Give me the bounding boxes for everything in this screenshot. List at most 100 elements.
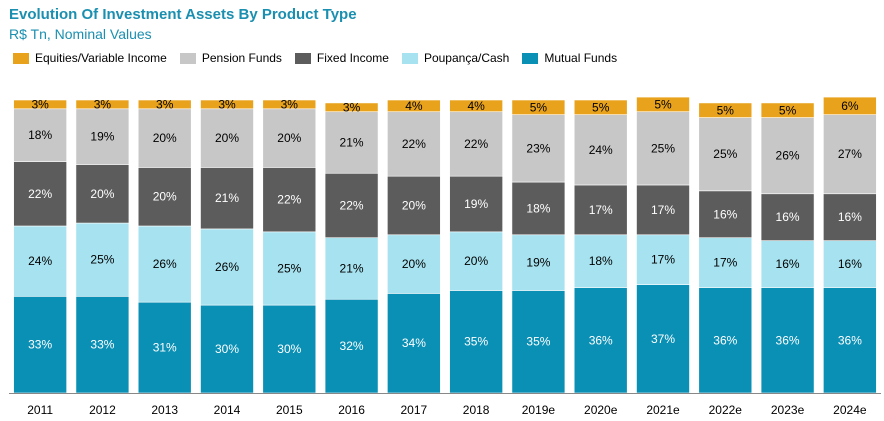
data-label-equities-variable-income-2018: 4% [467,99,485,113]
data-label-fixed-income-2015: 22% [277,193,301,207]
bar-segment-mutual-funds-2022e [698,287,753,394]
x-tick-label-2018: 2018 [463,403,490,417]
bar-segment-equities-variable-income-2012 [75,99,130,110]
bar-segment-equities-variable-income-2015 [262,99,317,110]
data-label-fixed-income-2020e: 17% [589,203,613,217]
data-label-mutual-funds-2011: 33% [28,338,52,352]
data-label-fixed-income-2018: 19% [464,197,488,211]
bar-segment-fixed-income-2023e [760,193,815,241]
bar-segment-fixed-income-2014 [200,167,254,230]
x-tick-label-2022e: 2022e [709,403,743,417]
bar-segment-equities-variable-income-2016 [324,102,379,113]
data-label-fixed-income-2017: 20% [402,198,426,212]
data-label-equities-variable-income-2019e: 5% [530,100,548,114]
bar-segment-poupan-a-cash-2024e [823,240,877,288]
bar-segment-mutual-funds-2015 [262,304,317,394]
bar-segment-fixed-income-2013 [137,167,192,227]
data-label-poupan-a-cash-2014: 26% [215,260,239,274]
legend-swatch-equities [13,52,29,64]
data-label-equities-variable-income-2011: 3% [31,97,49,111]
data-label-pension-funds-2016: 21% [340,135,364,149]
data-label-pension-funds-2015: 20% [277,131,301,145]
x-tick-label-2012: 2012 [89,403,116,417]
data-label-pension-funds-2021e: 25% [651,141,675,155]
bar-segment-fixed-income-2020e [573,184,628,236]
bar-segment-pension-funds-2022e [698,117,753,192]
bar-segment-fixed-income-2022e [698,190,753,239]
data-label-mutual-funds-2023e: 36% [776,333,800,347]
legend-swatch-pension-funds [179,52,196,64]
legend-item-fixed-income: Fixed Income [294,51,389,65]
data-label-fixed-income-2024e: 16% [838,210,862,224]
legend-item-mutual-funds: Mutual Funds [522,51,617,65]
data-label-mutual-funds-2013: 31% [153,341,177,355]
data-label-fixed-income-2016: 22% [340,198,364,212]
legend-label-equities: Equities/Variable Income [35,51,167,65]
legend-swatch-fixed-income [294,52,311,64]
bar-segment-poupan-a-cash-2011 [13,225,67,297]
legend-item-pension-funds: Pension Funds [179,51,282,65]
bar-segment-equities-variable-income-2024e [823,96,877,115]
data-label-fixed-income-2021e: 17% [651,203,675,217]
data-label-mutual-funds-2012: 33% [90,338,114,352]
bar-segment-pension-funds-2024e [823,114,877,195]
data-label-mutual-funds-2022e: 36% [713,333,737,347]
legend-label-poupanca-cash: Poupança/Cash [423,51,510,65]
bar-segment-equities-variable-income-2023e [760,102,815,118]
data-label-mutual-funds-2019e: 35% [526,335,550,349]
bar-segment-equities-variable-income-2018 [449,99,503,113]
bar-segment-fixed-income-2011 [13,161,67,227]
bar-segment-pension-funds-2011 [13,108,67,162]
data-label-pension-funds-2013: 20% [153,131,177,145]
bar-segment-pension-funds-2023e [760,117,815,195]
data-label-pension-funds-2019e: 23% [526,141,550,155]
x-tick-label-2024e: 2024e [833,403,867,417]
data-label-pension-funds-2012: 19% [90,130,114,144]
data-label-pension-funds-2011: 18% [28,128,52,142]
bar-segment-poupan-a-cash-2019e [511,234,566,291]
data-label-mutual-funds-2016: 32% [340,339,364,353]
bar-segment-equities-variable-income-2020e [573,99,628,115]
data-label-fixed-income-2019e: 18% [526,201,550,215]
data-label-equities-variable-income-2015: 3% [281,97,299,111]
data-label-pension-funds-2023e: 26% [776,149,800,163]
data-label-equities-variable-income-2023e: 5% [779,103,797,117]
data-label-pension-funds-2018: 22% [464,137,488,151]
bar-segment-poupan-a-cash-2016 [324,237,379,300]
chart-subtitle: R$ Tn, Nominal Values [9,26,152,42]
bar-segment-equities-variable-income-2014 [200,99,254,110]
bar-segment-fixed-income-2024e [823,193,877,241]
data-label-poupan-a-cash-2018: 20% [464,254,488,268]
data-label-mutual-funds-2017: 34% [402,336,426,350]
bar-segment-pension-funds-2014 [200,108,254,168]
bar-segment-poupan-a-cash-2020e [573,234,628,288]
bar-segment-equities-variable-income-2019e [511,99,566,115]
bar-segment-poupan-a-cash-2014 [200,228,254,306]
bar-segment-mutual-funds-2021e [636,284,690,394]
bar-segment-poupan-a-cash-2023e [760,240,815,288]
data-label-mutual-funds-2015: 30% [277,342,301,356]
x-tick-label-2016: 2016 [338,403,365,417]
data-label-equities-variable-income-2012: 3% [94,97,112,111]
legend-label-fixed-income: Fixed Income [316,51,389,65]
data-label-equities-variable-income-2017: 4% [405,99,423,113]
data-label-mutual-funds-2024e: 36% [838,333,862,347]
data-label-pension-funds-2022e: 25% [713,147,737,161]
data-label-poupan-a-cash-2012: 25% [90,253,114,267]
bar-segment-mutual-funds-2012 [75,296,130,394]
data-label-equities-variable-income-2020e: 5% [592,100,610,114]
legend-swatch-poupanca-cash [401,52,418,64]
bar-segment-pension-funds-2021e [636,111,690,186]
bar-segment-equities-variable-income-2022e [698,102,753,118]
bar-segment-poupan-a-cash-2012 [75,222,130,297]
data-label-poupan-a-cash-2021e: 17% [651,253,675,267]
bar-segment-poupan-a-cash-2017 [387,234,441,294]
data-label-poupan-a-cash-2024e: 16% [838,257,862,271]
data-label-pension-funds-2020e: 24% [589,143,613,157]
x-tick-label-2015: 2015 [276,403,303,417]
data-label-mutual-funds-2014: 30% [215,342,239,356]
data-label-poupan-a-cash-2017: 20% [402,257,426,271]
data-label-equities-variable-income-2024e: 6% [841,99,859,113]
data-label-mutual-funds-2021e: 37% [651,332,675,346]
bar-segment-pension-funds-2017 [387,111,441,177]
